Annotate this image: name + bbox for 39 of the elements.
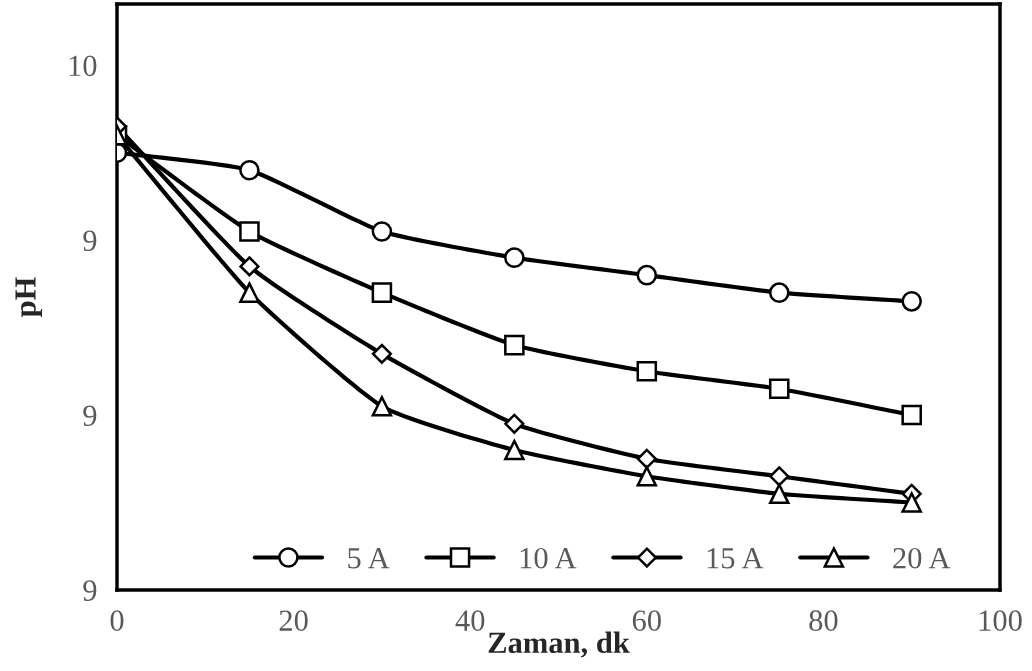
point	[371, 282, 393, 303]
x-axis-title: Zaman, dk	[488, 631, 630, 658]
point	[504, 413, 525, 434]
x-tick-label: 40	[455, 610, 485, 631]
y-tick-label: 9	[83, 580, 97, 601]
legend-label: 5 A	[348, 548, 390, 569]
point	[371, 396, 393, 417]
x-tick-label: 60	[632, 610, 661, 631]
point	[239, 256, 260, 277]
x-tick-label: 20	[279, 610, 308, 631]
point	[636, 264, 658, 286]
legend-label: 20 A	[893, 547, 951, 569]
x-tick-label: 0	[110, 610, 124, 631]
point	[636, 361, 658, 382]
point	[768, 378, 790, 400]
point	[769, 466, 790, 487]
point	[901, 492, 922, 513]
point	[768, 483, 790, 505]
x-tick-label: 100	[979, 610, 1022, 631]
point	[901, 404, 922, 426]
point	[239, 159, 260, 181]
point	[636, 466, 658, 487]
point	[239, 282, 260, 303]
y-tick-label: 9	[83, 405, 97, 426]
point	[901, 291, 922, 312]
point	[768, 282, 790, 303]
legend-label: 10 A	[520, 547, 577, 569]
y-tick-label: 9	[83, 230, 97, 252]
point	[371, 221, 393, 242]
point	[239, 221, 260, 242]
point	[504, 439, 525, 461]
y-axis-title: pH	[15, 277, 42, 317]
legend-label: 15 A	[707, 548, 764, 569]
point	[371, 343, 392, 364]
point	[636, 448, 657, 469]
y-tick-label: 10	[69, 55, 97, 77]
point	[504, 247, 525, 268]
x-tick-label: 80	[809, 610, 838, 631]
point	[504, 334, 525, 356]
